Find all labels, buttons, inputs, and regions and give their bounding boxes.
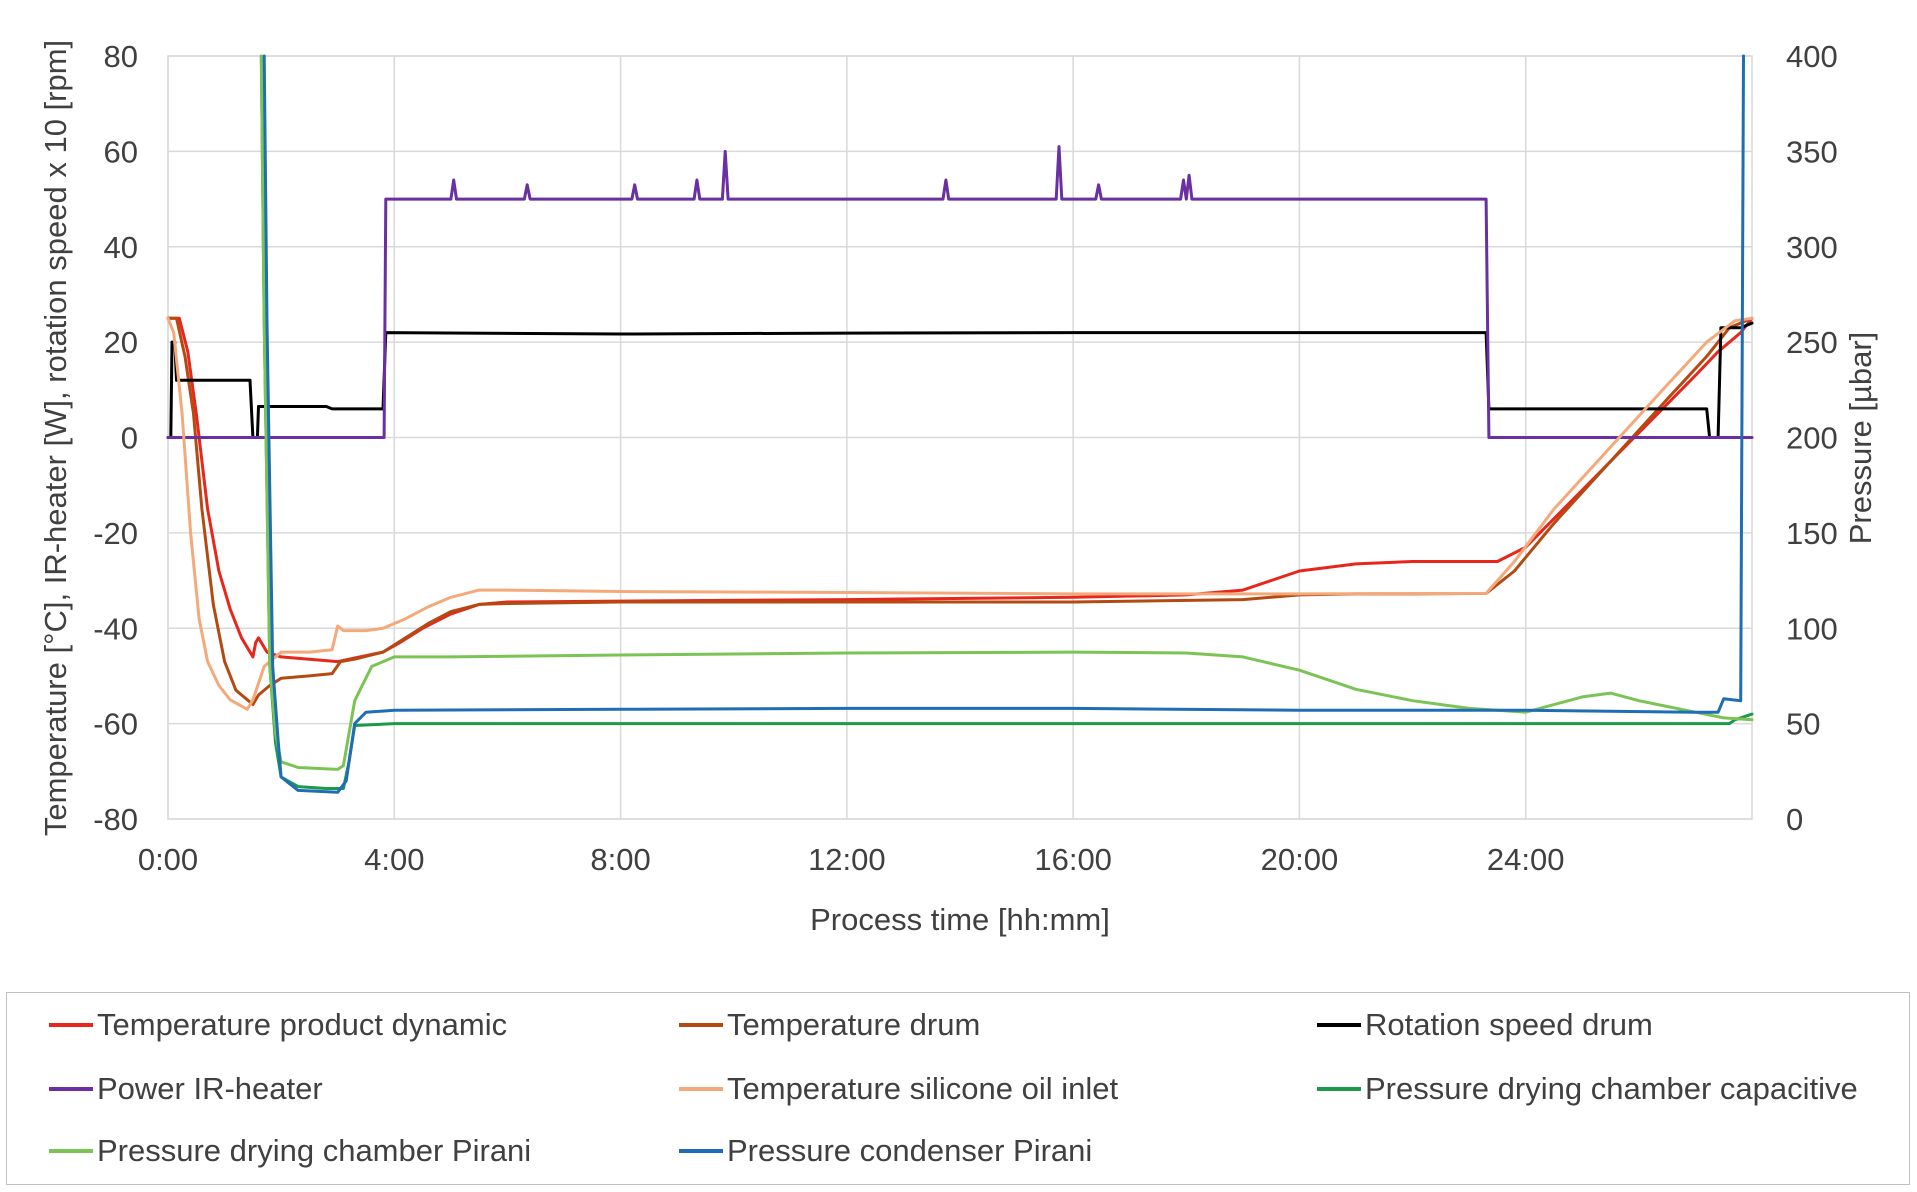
x-tick-label: 8:00: [590, 842, 650, 877]
x-tick-label: 4:00: [364, 842, 424, 877]
legend-item-drum: Temperature drum: [679, 1005, 980, 1045]
y-tick-label: -20: [93, 516, 138, 551]
y2-tick-label: 50: [1786, 707, 1820, 742]
y-tick-label: 40: [104, 230, 138, 265]
legend-item-condenser: Pressure condenser Pirani: [679, 1131, 1092, 1171]
series-line-3: [166, 145, 1754, 439]
legend-item-product: Temperature product dynamic: [49, 1005, 507, 1045]
y2-tick-label: 0: [1786, 802, 1803, 837]
x-tick-label: 24:00: [1487, 842, 1565, 877]
y-tick-label: 0: [121, 421, 138, 456]
legend-label: Pressure drying chamber Pirani: [97, 1133, 532, 1168]
y-tick-label: -60: [93, 707, 138, 742]
x-tick-label: 0:00: [138, 842, 198, 877]
legend-label: Temperature product dynamic: [97, 1007, 508, 1042]
y-tick-label: 20: [104, 325, 138, 360]
y2-tick-label: 250: [1786, 325, 1838, 360]
y2-tick-label: 100: [1786, 611, 1838, 646]
legend-item-ir-heater: Power IR-heater: [49, 1069, 323, 1109]
legend-label: Temperature silicone oil inlet: [727, 1071, 1119, 1106]
y-axis-title: Temperature [°C], IR-heater [W], rotatio…: [38, 40, 73, 836]
series-line-0: [166, 316, 1754, 664]
y2-tick-label: 400: [1786, 39, 1838, 74]
y2-tick-label: 350: [1786, 134, 1838, 169]
legend-label: Pressure condenser Pirani: [727, 1133, 1093, 1168]
legend-label: Rotation speed drum: [1365, 1007, 1653, 1042]
legend-swatch: [1317, 1087, 1361, 1091]
y2-axis-title: Pressure [µbar]: [1843, 332, 1878, 545]
legend-swatch: [1317, 1023, 1361, 1027]
series-line-6: [259, 54, 1754, 771]
axes: 806040200-20-40-60-804003503002502001501…: [93, 39, 1838, 877]
y-tick-label: 80: [104, 39, 138, 74]
series-line-7: [262, 54, 1745, 794]
legend-item-silicone-oil: Temperature silicone oil inlet: [679, 1069, 1118, 1109]
legend-swatch: [49, 1023, 93, 1027]
legend-item-pirani: Pressure drying chamber Pirani: [49, 1131, 531, 1171]
legend-label: Temperature drum: [727, 1007, 981, 1042]
series-line-1: [166, 316, 1754, 706]
series-line-4: [166, 316, 1754, 711]
x-tick-label: 16:00: [1034, 842, 1112, 877]
y-tick-label: -80: [93, 802, 138, 837]
legend-item-capacitive: Pressure drying chamber capacitive: [1317, 1069, 1858, 1109]
x-axis-title: Process time [hh:mm]: [810, 902, 1110, 937]
legend: Temperature product dynamic Temperature …: [6, 992, 1910, 1185]
legend-swatch: [679, 1087, 723, 1091]
y2-tick-label: 300: [1786, 230, 1838, 265]
y2-tick-label: 150: [1786, 516, 1838, 551]
x-tick-label: 20:00: [1261, 842, 1339, 877]
legend-label: Power IR-heater: [97, 1071, 323, 1106]
x-tick-label: 12:00: [808, 842, 886, 877]
y-tick-label: 60: [104, 134, 138, 169]
y-tick-label: -40: [93, 611, 138, 646]
legend-swatch: [679, 1023, 723, 1027]
legend-swatch: [49, 1087, 93, 1091]
series-lines: [166, 54, 1754, 794]
legend-swatch: [679, 1149, 723, 1153]
legend-item-rotation: Rotation speed drum: [1317, 1005, 1653, 1045]
legend-swatch: [49, 1149, 93, 1153]
legend-label: Pressure drying chamber capacitive: [1365, 1071, 1858, 1106]
series-line-5: [259, 54, 1754, 790]
y2-tick-label: 200: [1786, 421, 1838, 456]
